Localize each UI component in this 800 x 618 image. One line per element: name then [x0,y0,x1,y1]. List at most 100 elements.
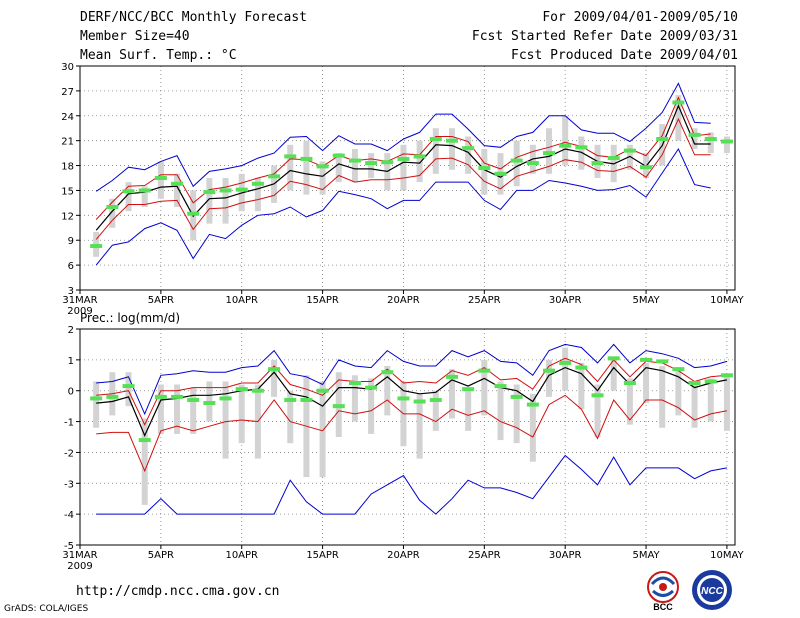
y-tick-label: -5 [64,541,74,552]
spread-bar [238,384,245,444]
median-marker [543,368,556,373]
spread-bar [497,381,504,441]
median-marker [478,166,491,171]
median-marker [219,396,232,401]
spread-bar [141,418,148,505]
median-marker [171,394,184,399]
spread-bar [416,393,423,459]
median-marker [316,164,329,169]
spread-bar [125,182,132,212]
median-marker [138,188,151,193]
y-tick-label: -2 [64,448,74,459]
median-marker [397,396,410,401]
x-year-label: 2009 [67,561,92,572]
spread-bar [513,140,520,187]
spread-bar [93,381,100,428]
median-marker [251,388,264,393]
y-tick-label: 3 [68,286,74,297]
y-tick-label: -4 [64,510,74,521]
spread-bar [659,366,666,428]
spread-bar [707,378,714,422]
median-marker [219,188,232,193]
spread-bar [157,384,164,434]
spread-bar [190,387,197,434]
y-tick-label: -1 [64,418,74,429]
y-tick-label: 0 [68,387,74,398]
median-marker [559,360,572,365]
series-line-upper [96,357,727,426]
median-marker [154,176,167,180]
y-tick-label: -3 [64,479,74,490]
median-marker [462,387,475,392]
y-tick-label: 27 [61,87,74,98]
spread-bar [691,381,698,428]
median-marker [122,189,135,194]
median-marker [154,394,167,399]
series-line-lower [96,394,727,473]
median-marker [300,156,313,161]
median-marker [672,367,685,372]
y-tick-label: 2 [68,325,74,336]
spread-bar [271,359,278,397]
spread-bar [384,366,391,416]
spread-bar [368,153,375,178]
median-marker [526,161,539,166]
median-marker [575,365,588,370]
median-marker [445,374,458,379]
spread-bar [303,140,310,195]
y-tick-label: 21 [61,137,74,148]
bcc-logo: BCC [647,571,679,612]
median-marker [623,148,636,153]
plot-frame [79,328,736,546]
spread-bar [691,128,698,149]
spread-bar [723,136,730,154]
y-tick-label: 30 [61,62,74,73]
x-tick-label: 5MAY [632,295,660,306]
median-marker [526,402,539,407]
series-line-mean [95,104,711,231]
median-marker [268,367,281,372]
y-tick-label: 18 [61,162,74,173]
median-marker [607,356,620,361]
footer-url[interactable]: http://cmdp.ncc.cma.gov.cn [76,584,280,599]
spread-bar [174,173,181,208]
spread-bar [626,144,633,170]
x-tick-label: 30APR [549,295,582,306]
median-marker [348,381,361,385]
median-marker [688,132,701,137]
median-marker [251,181,264,186]
spread-bar [287,144,294,191]
median-marker [462,146,475,151]
spread-bar [707,132,714,154]
spread-bar [351,375,358,422]
median-marker [365,385,378,390]
median-marker [397,156,410,161]
median-marker [672,100,685,105]
spread-bar [416,140,423,183]
spread-bar [513,384,520,444]
median-marker [591,393,604,398]
member-size: Member Size=40 [80,29,190,44]
median-marker [543,151,556,156]
spread-bar [254,178,261,212]
spread-bar [141,186,148,208]
median-marker [607,156,620,161]
y-tick-label: 15 [61,186,74,197]
median-marker [235,387,248,392]
x-tick-label: 10MAY [710,295,744,306]
median-marker [138,438,151,443]
median-marker [559,143,572,148]
median-marker [187,397,200,402]
median-marker [284,154,297,159]
spread-bar [562,115,569,166]
median-marker [381,160,394,165]
x-tick-label: 5MAY [632,550,660,561]
median-marker [510,158,523,163]
produced-date: Fcst Produced Date 2009/04/01 [511,48,738,63]
start-date: Fcst Started Refer Date 2009/03/31 [471,29,738,44]
spread-bar [125,372,132,407]
median-marker [413,154,426,159]
series-line-min [95,147,711,266]
spread-bar [432,128,439,174]
